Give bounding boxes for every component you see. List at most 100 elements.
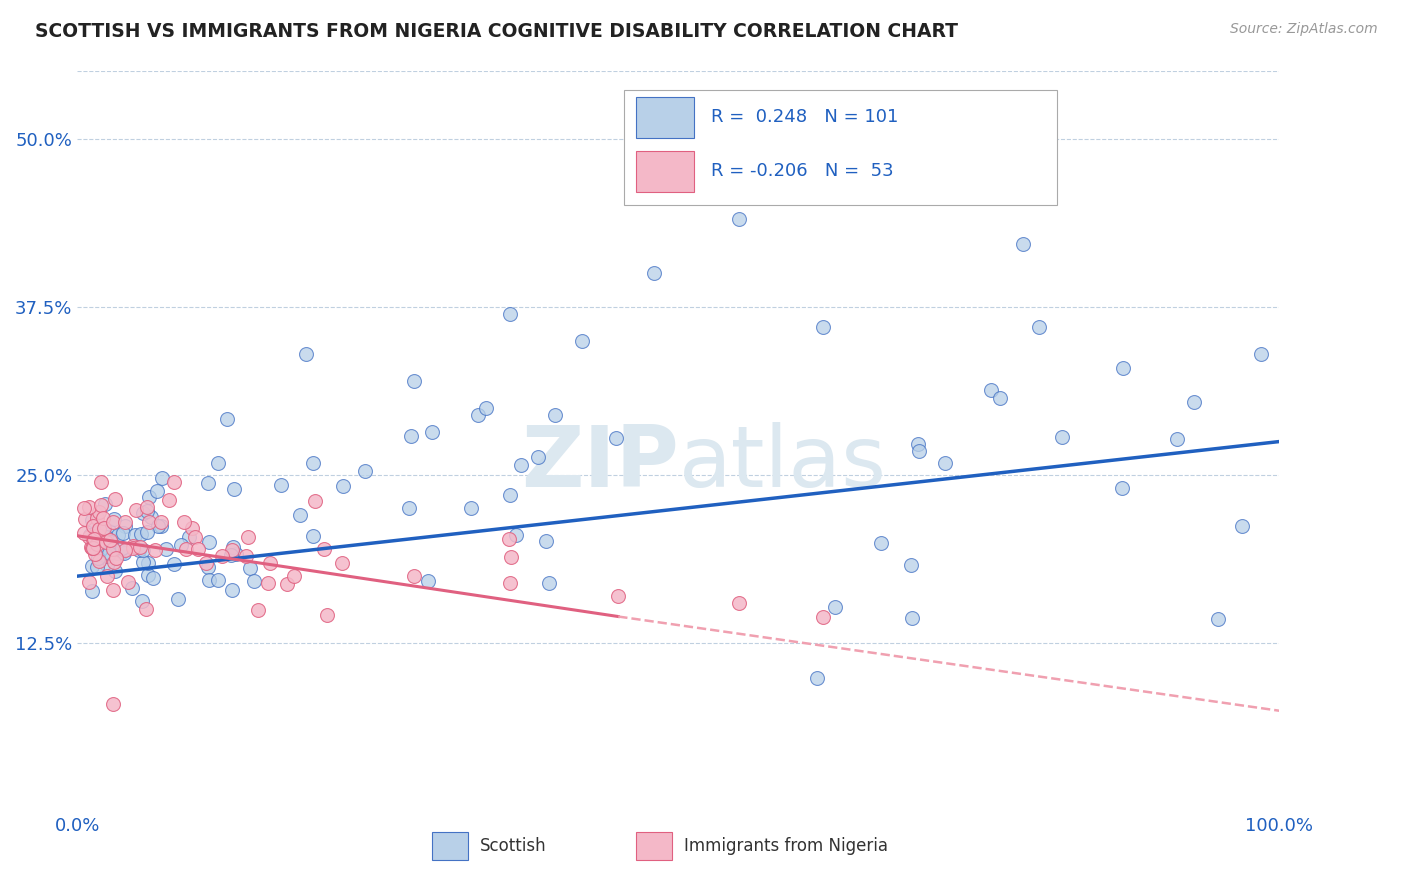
Point	[811, 320, 834, 334]
Point	[104, 551, 127, 566]
Point	[302, 456, 325, 470]
Point	[150, 516, 173, 530]
FancyBboxPatch shape	[637, 97, 695, 138]
Point	[257, 576, 280, 591]
Point	[124, 528, 146, 542]
Point	[82, 519, 104, 533]
Point	[103, 697, 125, 711]
Point	[330, 556, 353, 570]
Point	[91, 521, 114, 535]
Point	[934, 457, 956, 471]
Point	[82, 541, 104, 556]
Point	[114, 543, 136, 558]
Point	[80, 540, 103, 554]
Point	[315, 608, 337, 623]
Point	[177, 530, 200, 544]
Point	[225, 547, 247, 561]
Point	[727, 212, 749, 227]
Point	[86, 560, 108, 574]
Point	[77, 530, 100, 544]
Point	[98, 533, 121, 548]
Point	[79, 574, 101, 589]
Point	[162, 558, 184, 572]
Point	[195, 556, 218, 570]
Point	[276, 576, 298, 591]
Text: Immigrants from Nigeria: Immigrants from Nigeria	[685, 837, 889, 855]
Point	[222, 540, 245, 554]
Point	[103, 541, 125, 556]
FancyBboxPatch shape	[432, 831, 468, 860]
Point	[96, 558, 118, 572]
FancyBboxPatch shape	[637, 152, 695, 192]
Point	[908, 444, 931, 458]
Point	[222, 482, 245, 496]
Point	[526, 450, 548, 464]
Point	[288, 508, 311, 523]
Point	[132, 555, 155, 569]
Point	[87, 528, 110, 542]
Point	[100, 534, 122, 549]
Point	[197, 476, 219, 491]
Text: Source: ZipAtlas.com: Source: ZipAtlas.com	[1230, 22, 1378, 37]
Point	[907, 437, 929, 451]
Text: R = -0.206   N =  53: R = -0.206 N = 53	[711, 162, 893, 180]
Point	[129, 527, 152, 541]
Point	[900, 558, 922, 573]
Point	[1184, 394, 1206, 409]
Point	[283, 569, 305, 583]
Point	[571, 334, 593, 348]
Point	[121, 582, 143, 596]
Point	[157, 493, 180, 508]
FancyBboxPatch shape	[637, 831, 672, 860]
Point	[104, 492, 127, 507]
Point	[94, 530, 117, 544]
Point	[499, 575, 522, 590]
Point	[91, 510, 114, 524]
Point	[107, 546, 129, 560]
Point	[107, 528, 129, 542]
Point	[125, 502, 148, 516]
Point	[84, 547, 107, 561]
Point	[93, 521, 115, 535]
Point	[186, 542, 209, 557]
Point	[111, 545, 134, 559]
Point	[499, 307, 522, 321]
Point	[184, 530, 207, 544]
Point	[96, 549, 118, 563]
Point	[353, 464, 375, 478]
Point	[509, 458, 531, 472]
Point	[270, 477, 292, 491]
Point	[416, 574, 439, 588]
Point	[82, 513, 104, 527]
Point	[475, 401, 498, 415]
Point	[302, 529, 325, 543]
FancyBboxPatch shape	[624, 90, 1057, 204]
Point	[89, 522, 111, 536]
Point	[811, 609, 834, 624]
Point	[122, 541, 145, 555]
Point	[150, 471, 173, 485]
Point	[1050, 430, 1073, 444]
Point	[207, 456, 229, 470]
Point	[131, 593, 153, 607]
Point	[135, 601, 157, 615]
Point	[402, 569, 425, 583]
Point	[398, 501, 420, 516]
Point	[132, 543, 155, 558]
Point	[86, 511, 108, 525]
Point	[467, 409, 489, 423]
Point	[142, 571, 165, 585]
Point	[534, 534, 557, 549]
Point	[643, 266, 665, 280]
Point	[90, 498, 112, 512]
Point	[221, 543, 243, 558]
Point	[259, 556, 281, 570]
Point	[1230, 519, 1253, 533]
Point	[246, 603, 269, 617]
Point	[136, 504, 159, 518]
Point	[111, 541, 134, 555]
Point	[1166, 433, 1188, 447]
Point	[460, 501, 482, 516]
Point	[1012, 236, 1035, 251]
Point	[180, 521, 202, 535]
